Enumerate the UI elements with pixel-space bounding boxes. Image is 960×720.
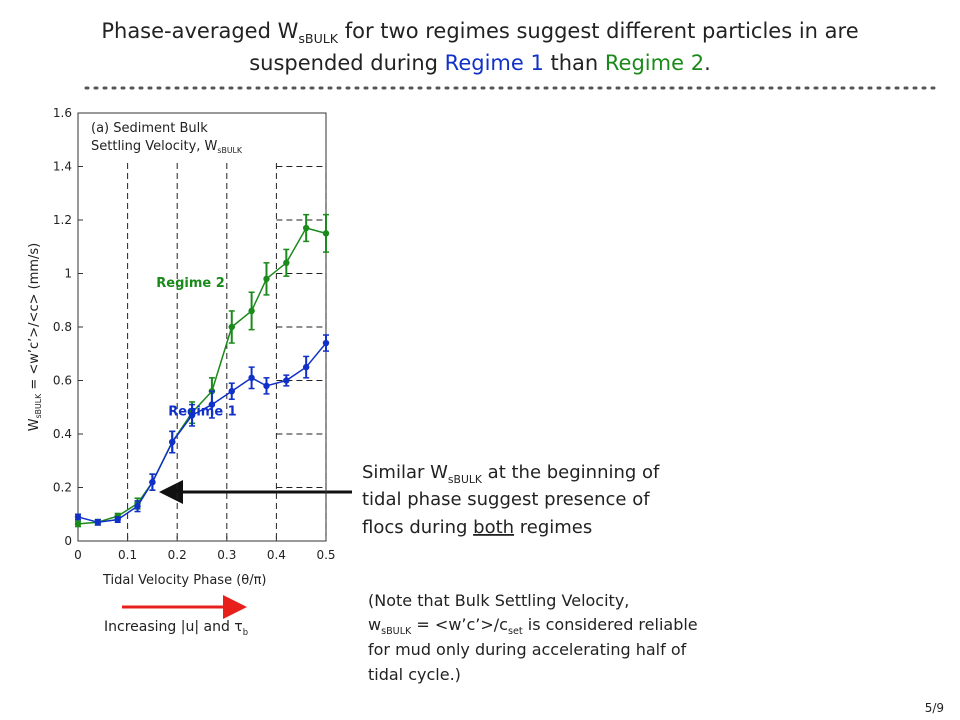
chart: 0 0.1 0.2 0.3 0.4 0.5 0 0.2 0.4 0.6 0.8 1 1.2 1.4 1.6 (… (27, 106, 336, 588)
title-sub: sBULK (298, 31, 338, 46)
y-axis-label-part: = <w’c’>/<c> (mm/s) (27, 243, 42, 394)
data-point (283, 259, 290, 266)
page-number: 5/9 (925, 701, 944, 715)
data-point (322, 230, 330, 237)
annotation-part: tidal phase suggest presence of (362, 489, 650, 510)
x-tick-label: 0.2 (168, 548, 187, 562)
note-part: tidal cycle.) (368, 665, 461, 684)
data-point (228, 388, 235, 395)
y-tick-label: 0 (64, 534, 72, 548)
series-label: Regime 2 (156, 276, 225, 291)
title-line: suspended during Regime 1 than Regime 2. (249, 51, 711, 75)
title-part: Phase-averaged W (101, 19, 298, 43)
note-sub: sBULK (381, 626, 412, 637)
arrow-label-part: Increasing |u| and τ (104, 619, 243, 635)
note-sub: set (508, 626, 523, 637)
annotation-part: Similar W (362, 462, 448, 483)
annotation-line: Similar WsBULK at the beginning of (362, 462, 660, 486)
data-point (188, 412, 196, 419)
data-point (94, 519, 102, 526)
data-point (302, 363, 310, 371)
inner-label-sub: sBULK (217, 146, 242, 155)
annotation-part: regimes (514, 517, 592, 538)
x-tick-label: 0.3 (217, 548, 236, 562)
data-point (114, 516, 121, 523)
y-tick-label: 0.8 (53, 320, 72, 334)
annotation-part: flocs during (362, 517, 473, 538)
title-line: Phase-averaged WsBULK for two regimes su… (101, 19, 858, 46)
title-part: than (544, 51, 605, 75)
inner-label: (a) Sediment Bulk (91, 121, 208, 136)
data-point (263, 275, 270, 283)
arrow-label: Increasing |u| and τb (104, 619, 248, 637)
arrow-label-sub: b (243, 627, 248, 637)
title-part: suspended during (249, 51, 444, 75)
x-tick-label: 0.1 (118, 548, 137, 562)
data-point (208, 401, 216, 408)
inner-label-part: (a) Sediment Bulk (91, 121, 208, 136)
annotation-part: both (473, 517, 514, 538)
x-tick-label: 0.4 (267, 548, 286, 562)
title-part: for two regimes suggest different partic… (338, 19, 859, 43)
y-tick-label: 1.6 (53, 106, 72, 120)
annotation-line: tidal phase suggest presence of (362, 489, 650, 510)
note-part: is considered reliable (523, 615, 698, 634)
x-tick-label: 0 (74, 548, 82, 562)
note-part: (Note that Bulk Settling Velocity, (368, 591, 629, 610)
y-tick-label: 0.4 (53, 427, 72, 441)
inner-label-part: Settling Velocity, W (91, 139, 218, 154)
data-point (149, 478, 156, 486)
y-tick-label: 1.2 (53, 213, 72, 227)
title-part: . (704, 51, 711, 75)
y-axis-label-sub: sBULK (34, 393, 43, 418)
note-line: (Note that Bulk Settling Velocity, (368, 591, 629, 610)
data-point (283, 377, 290, 384)
note-line: wsBULK = <w’c’>/cset is considered relia… (368, 615, 698, 637)
annotation-line: flocs during both regimes (362, 517, 592, 538)
annotation-sub: sBULK (448, 473, 483, 486)
note-part: w (368, 615, 381, 634)
note-line: tidal cycle.) (368, 665, 461, 684)
x-tick-label: 0.5 (316, 548, 335, 562)
title-part: Regime 1 (445, 51, 544, 75)
inner-label: Settling Velocity, WsBULK (91, 139, 243, 155)
note-line: for mud only during accelerating half of (368, 640, 687, 659)
x-axis-label: Tidal Velocity Phase (θ/π) (102, 573, 267, 588)
data-point (302, 224, 310, 232)
data-point (74, 513, 82, 521)
y-axis-label: WsBULK = <w’c’>/<c> (mm/s) (27, 243, 43, 432)
series-line (77, 342, 327, 524)
note-part: for mud only during accelerating half of (368, 640, 687, 659)
y-tick-label: 1.4 (53, 160, 72, 174)
data-point (263, 382, 270, 390)
annotation-part: at the beginning of (482, 462, 660, 483)
title-part: Regime 2 (605, 51, 704, 75)
y-axis-label-part: W (27, 418, 42, 431)
data-point (322, 339, 330, 347)
data-point (169, 438, 176, 446)
series-line (77, 227, 327, 525)
note-part: = <w’c’>/c (411, 615, 508, 634)
data-point (134, 503, 141, 510)
data-point (248, 374, 255, 382)
data-point (74, 520, 82, 528)
data-point (228, 323, 235, 331)
y-tick-label: 1 (64, 267, 72, 281)
data-point (248, 307, 255, 315)
y-tick-label: 0.6 (53, 374, 72, 388)
series-label: Regime 1 (168, 404, 237, 419)
y-tick-label: 0.2 (53, 481, 72, 495)
